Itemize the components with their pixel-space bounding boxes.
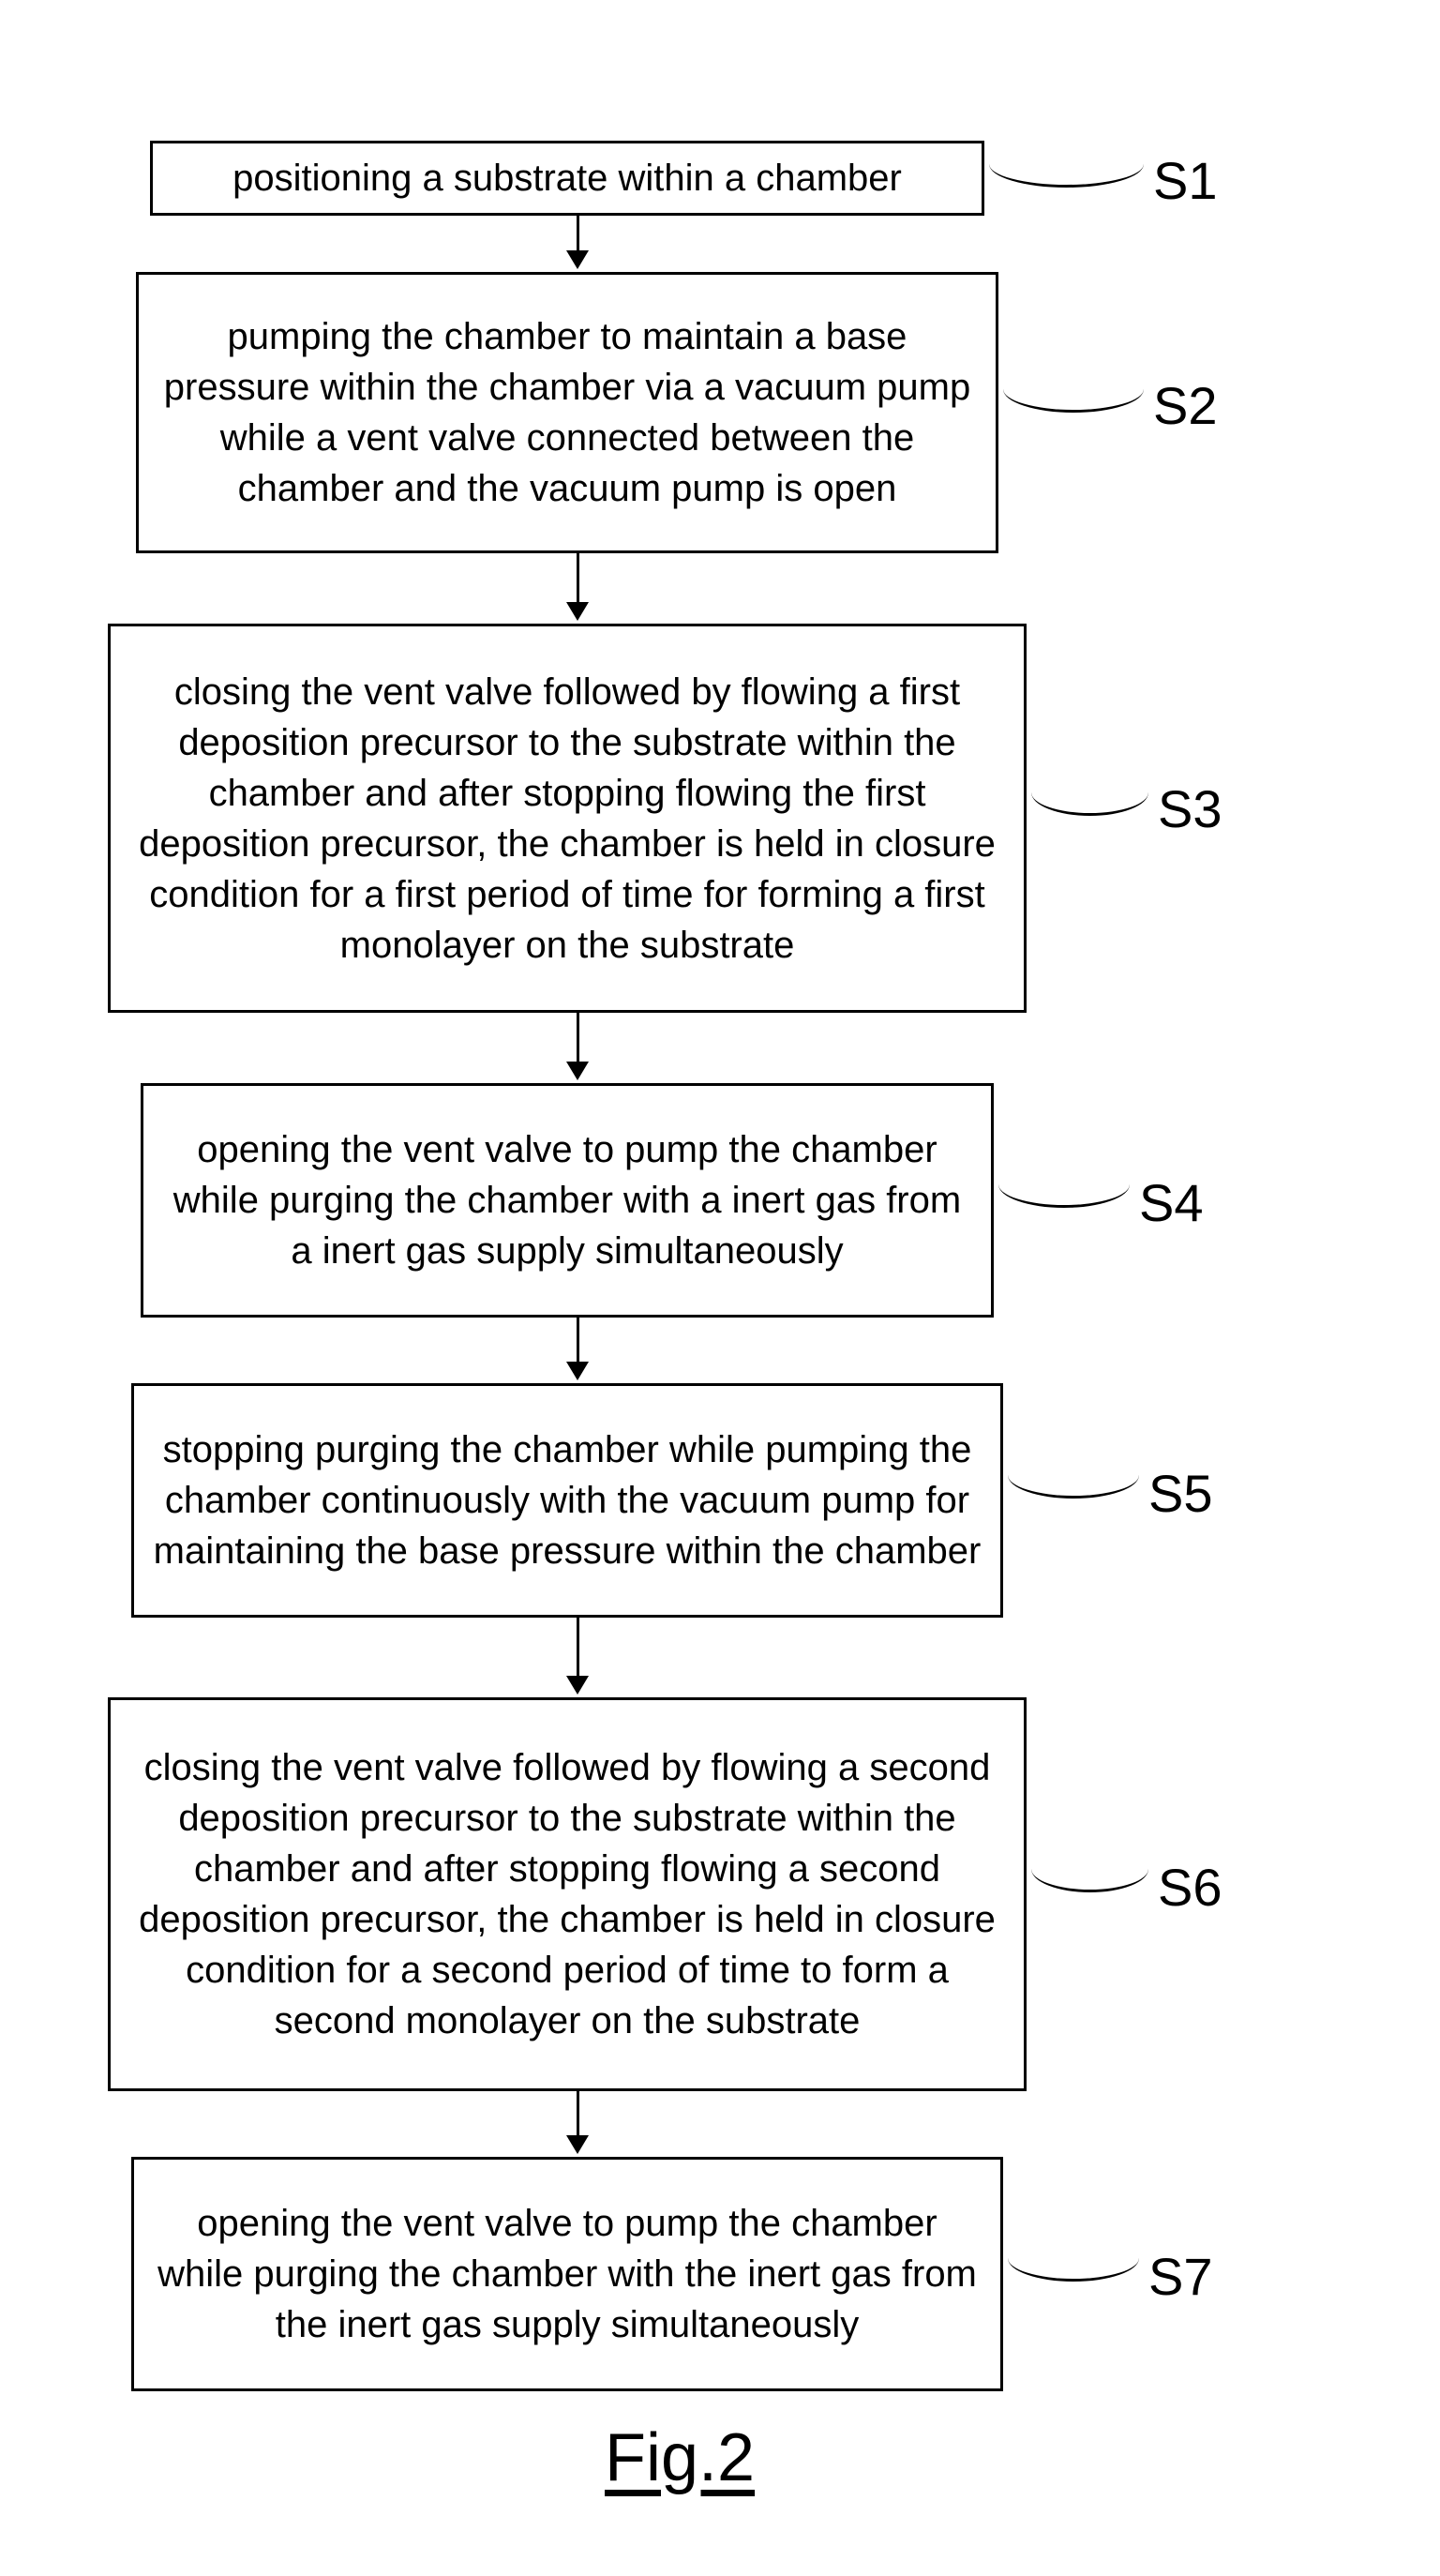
flow-arrow <box>566 216 589 269</box>
step-label-s7: S7 <box>1148 2246 1213 2307</box>
arrow-head-icon <box>566 250 589 269</box>
flow-arrow <box>566 553 589 621</box>
arrow-head-icon <box>566 1062 589 1080</box>
arrow-line <box>577 553 579 603</box>
flow-arrow <box>566 1013 589 1080</box>
arrow-line <box>577 1013 579 1062</box>
flow-node-text: opening the vent valve to pump the chamb… <box>162 1124 972 1276</box>
arrow-head-icon <box>566 1676 589 1695</box>
figure-caption: Fig.2 <box>605 2419 755 2496</box>
flow-arrow <box>566 2091 589 2154</box>
step-label-s5: S5 <box>1148 1463 1213 1524</box>
flow-node-s4: opening the vent valve to pump the chamb… <box>141 1083 994 1318</box>
flow-node-text: closing the vent valve followed by flowi… <box>129 1742 1005 2046</box>
arrow-head-icon <box>566 2135 589 2154</box>
step-label-s4: S4 <box>1139 1172 1204 1233</box>
label-connector <box>1008 2253 1139 2282</box>
arrow-line <box>577 1618 579 1677</box>
label-connector <box>989 159 1144 188</box>
label-connector <box>1003 384 1144 413</box>
arrow-head-icon <box>566 602 589 621</box>
arrow-head-icon <box>566 1362 589 1380</box>
step-label-s3: S3 <box>1158 778 1222 839</box>
flow-node-text: positioning a substrate within a chamber <box>232 153 902 203</box>
flow-arrow <box>566 1618 589 1695</box>
step-label-s1: S1 <box>1153 150 1218 211</box>
step-label-s2: S2 <box>1153 375 1218 436</box>
label-connector <box>1008 1470 1139 1499</box>
label-connector <box>1031 788 1148 816</box>
flow-node-text: pumping the chamber to maintain a base p… <box>158 311 977 514</box>
flow-node-s1: positioning a substrate within a chamber <box>150 141 984 216</box>
flow-node-s7: opening the vent valve to pump the chamb… <box>131 2157 1003 2391</box>
label-connector <box>1031 1864 1148 1892</box>
flow-node-text: stopping purging the chamber while pumpi… <box>153 1424 982 1576</box>
step-label-s6: S6 <box>1158 1857 1222 1918</box>
arrow-line <box>577 216 579 251</box>
label-connector <box>998 1180 1130 1208</box>
flow-node-text: closing the vent valve followed by flowi… <box>129 667 1005 971</box>
flowchart-canvas: positioning a substrate within a chamber… <box>0 0 1440 2576</box>
arrow-line <box>577 1318 579 1363</box>
flow-node-s5: stopping purging the chamber while pumpi… <box>131 1383 1003 1618</box>
flow-node-s6: closing the vent valve followed by flowi… <box>108 1697 1027 2091</box>
flow-arrow <box>566 1318 589 1380</box>
arrow-line <box>577 2091 579 2136</box>
flow-node-s2: pumping the chamber to maintain a base p… <box>136 272 998 553</box>
flow-node-s3: closing the vent valve followed by flowi… <box>108 624 1027 1013</box>
flow-node-text: opening the vent valve to pump the chamb… <box>153 2198 982 2350</box>
